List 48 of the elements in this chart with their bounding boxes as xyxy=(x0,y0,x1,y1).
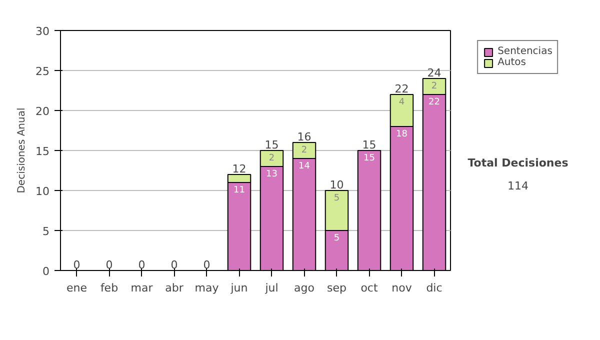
data-label: 2 xyxy=(431,82,438,92)
data-label: 11 xyxy=(234,186,245,196)
data-label: 2 xyxy=(268,154,275,164)
y-tick-label: 5 xyxy=(42,225,50,238)
total-label: 0 xyxy=(106,258,113,272)
x-tick-label: sep xyxy=(327,282,347,294)
data-label: 5 xyxy=(334,234,340,244)
x-tick-label: ene xyxy=(66,282,88,294)
total-label: 0 xyxy=(73,258,80,272)
legend-label: Sentencias xyxy=(498,46,552,57)
data-label: 22 xyxy=(428,98,440,108)
y-tick-label: 0 xyxy=(42,265,50,278)
y-tick-label: 30 xyxy=(36,25,50,38)
data-label: 4 xyxy=(398,98,405,108)
total-label: 16 xyxy=(297,130,312,144)
total-label: 22 xyxy=(394,82,409,96)
x-tick-label: oct xyxy=(360,282,378,294)
x-tick-label: ago xyxy=(294,282,315,294)
total-label: 0 xyxy=(203,258,210,272)
total-label: 12 xyxy=(232,162,246,176)
total-label: 0 xyxy=(170,258,178,272)
total-label: 0 xyxy=(138,258,146,272)
y-tick-label: 10 xyxy=(36,185,50,198)
text: Total Decisiones xyxy=(468,156,569,170)
data-label: 5 xyxy=(334,194,340,204)
y-tick-label: 25 xyxy=(36,65,50,78)
y-tick-label: 15 xyxy=(36,145,50,158)
total-label: 10 xyxy=(330,178,344,192)
data-label: 15 xyxy=(364,154,375,164)
y-axis-title: Decisiones Anual xyxy=(16,108,28,194)
total-label: 15 xyxy=(362,138,376,152)
x-tick-label: nov xyxy=(392,282,412,294)
x-tick-label: mar xyxy=(130,282,154,294)
text: 114 xyxy=(508,180,528,193)
total-label: 15 xyxy=(264,138,279,152)
y-tick-label: 20 xyxy=(36,105,50,118)
data-label: 14 xyxy=(298,162,310,172)
data-label: 2 xyxy=(301,146,308,156)
x-tick-label: feb xyxy=(100,282,118,294)
data-label: 18 xyxy=(396,130,408,140)
total-label: 24 xyxy=(427,66,442,80)
x-tick-label: jul xyxy=(264,282,278,294)
legend-label: Autos xyxy=(498,57,526,68)
x-tick-label: jun xyxy=(230,282,248,294)
x-tick-label: may xyxy=(194,282,220,294)
data-label: 13 xyxy=(266,170,278,180)
x-tick-label: dic xyxy=(426,282,442,294)
x-tick-label: abr xyxy=(165,282,184,294)
